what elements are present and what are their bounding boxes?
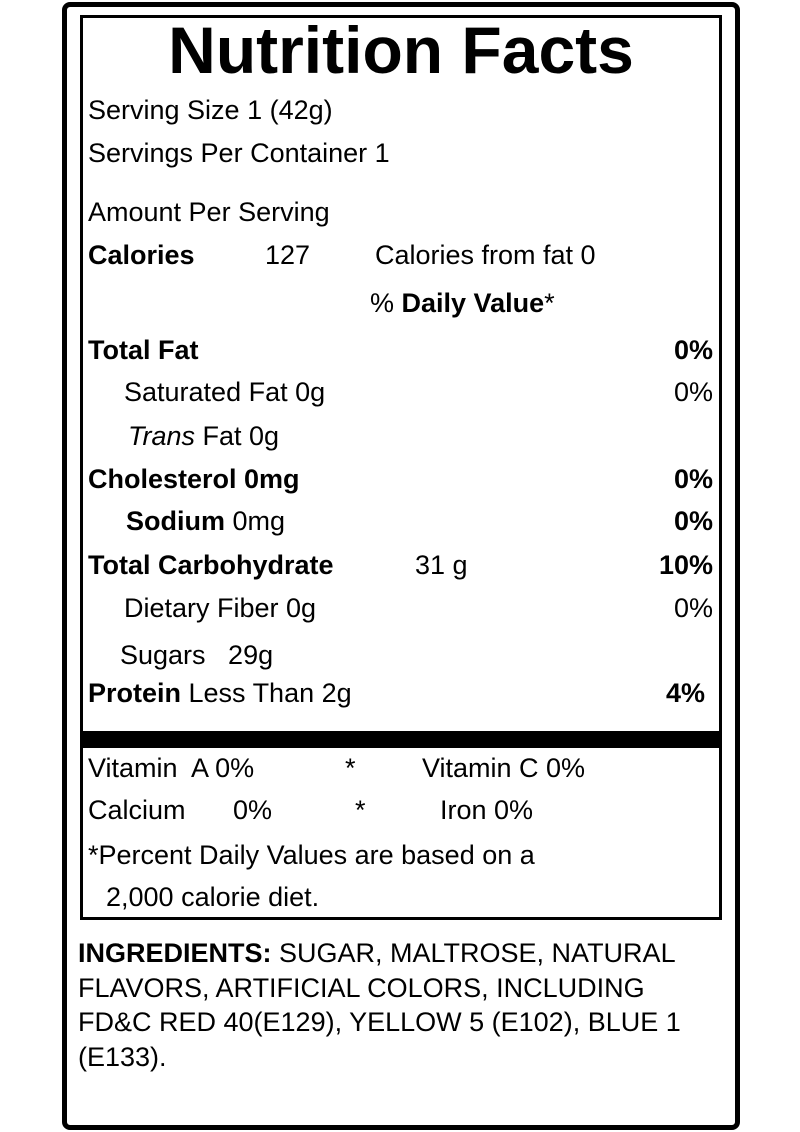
- protein-name: Protein: [88, 678, 182, 708]
- ingredients: INGREDIENTS: SUGAR, MALTROSE, NATURAL FL…: [78, 936, 718, 1074]
- mineral-separator: *: [355, 795, 366, 825]
- calcium-value: 0%: [233, 795, 273, 825]
- cholesterol-dv: 0%: [673, 464, 713, 494]
- footnote-line-1: *Percent Daily Values are based on a: [88, 840, 535, 870]
- protein-label: Protein Less Than 2g: [88, 677, 352, 709]
- vitamin-separator: *: [345, 753, 356, 783]
- calories-from-fat: Calories from fat 0: [375, 240, 596, 270]
- nutrition-panel-border: [80, 15, 722, 920]
- protein-dv: 4%: [665, 678, 705, 708]
- total-carbohydrate-amount: 31 g: [415, 550, 468, 580]
- dietary-fiber-label: Dietary Fiber 0g: [124, 593, 317, 623]
- label-outer-border: [62, 2, 740, 1130]
- sodium-label: Sodium 0mg: [126, 505, 285, 537]
- calories-value: 127: [265, 240, 311, 270]
- total-fat-dv: 0%: [673, 335, 713, 365]
- vitamin-c: Vitamin C 0%: [422, 753, 586, 783]
- dv-label: Daily Value: [401, 288, 545, 318]
- servings-per-container: Servings Per Container 1: [88, 138, 390, 168]
- sugars-label: Sugars 29g: [120, 640, 274, 670]
- dv-prefix: %: [370, 288, 402, 318]
- sodium-name: Sodium: [126, 506, 225, 536]
- sodium-amount: 0mg: [225, 506, 286, 536]
- protein-amount: Less Than 2g: [181, 678, 352, 708]
- thick-divider: [80, 731, 722, 748]
- total-carbohydrate-dv: 10%: [658, 550, 713, 580]
- ingredients-text: SUGAR, MALTROSE, NATURAL FLAVORS, ARTIFI…: [78, 938, 681, 1072]
- daily-value-header: % Daily Value*: [370, 287, 555, 319]
- iron: Iron 0%: [440, 795, 534, 825]
- cholesterol-label: Cholesterol 0mg: [88, 464, 300, 494]
- trans-fat-label: Trans Fat 0g: [128, 420, 279, 452]
- footnote-line-2: 2,000 calorie diet.: [106, 882, 320, 912]
- calories-label: Calories: [88, 240, 195, 270]
- dietary-fiber-dv: 0%: [673, 593, 713, 623]
- saturated-fat-dv: 0%: [673, 377, 713, 407]
- calcium-label: Calcium: [88, 795, 186, 825]
- vitamin-a: Vitamin A 0%: [88, 753, 255, 783]
- title: Nutrition Facts: [168, 13, 634, 87]
- sodium-dv: 0%: [673, 506, 713, 536]
- trans-italic: Trans: [128, 421, 196, 451]
- saturated-fat-label: Saturated Fat 0g: [124, 377, 326, 407]
- trans-fat-text: Fat 0g: [195, 421, 280, 451]
- ingredients-label: INGREDIENTS:: [78, 938, 272, 968]
- dv-suffix: *: [544, 288, 555, 318]
- total-fat-label: Total Fat: [88, 335, 199, 365]
- total-carbohydrate-label: Total Carbohydrate: [88, 550, 334, 580]
- serving-size: Serving Size 1 (42g): [88, 95, 333, 125]
- amount-per-serving: Amount Per Serving: [88, 197, 330, 227]
